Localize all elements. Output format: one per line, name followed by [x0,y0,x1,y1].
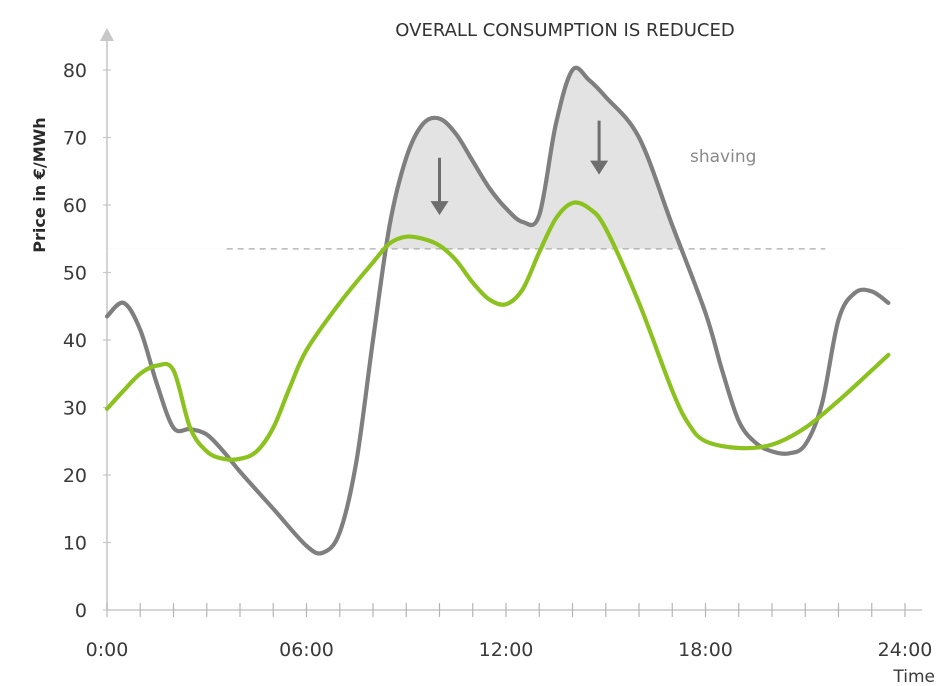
shaving-annotation: shaving [690,147,756,167]
y-tick-label: 20 [63,465,87,487]
shaving-area [107,67,905,249]
x-tick-label: 06:00 [279,639,334,661]
y-tick-label: 80 [63,60,87,82]
y-tick-label: 70 [63,128,87,150]
y-tick-label: 30 [63,398,87,420]
chart-title: OVERALL CONSUMPTION IS REDUCED [395,20,734,41]
y-tick-label: 0 [75,600,87,622]
x-tick-label: 0:00 [86,639,129,661]
x-tick-label: 24:00 [878,639,933,661]
y-tick-label: 50 [63,263,87,285]
x-tick-label: 18:00 [678,639,733,661]
down-arrow-icon [590,160,609,175]
y-axis-arrow-icon [100,28,114,41]
y-tick-label: 60 [63,195,87,217]
x-tick-label: 12:00 [479,639,534,661]
series-line-gray [104,65,891,556]
series-line-green [104,200,891,462]
x-axis-label: Time [892,667,935,686]
y-tick-label: 10 [63,533,87,555]
y-tick-label: 40 [63,330,87,352]
down-arrow-icon [430,201,449,216]
y-axis-label: Price in €/MWh [30,117,49,252]
